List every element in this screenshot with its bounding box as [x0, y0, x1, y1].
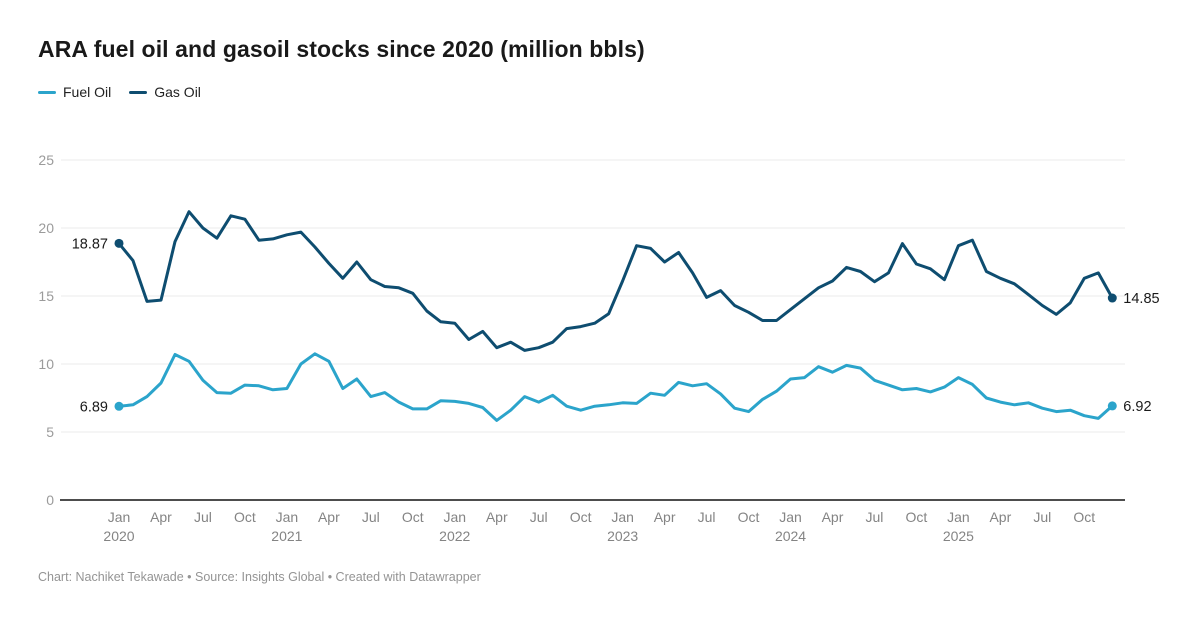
chart-legend: Fuel Oil Gas Oil — [38, 84, 201, 100]
line-chart: 0 5 10 15 20 25 Jan 2020 Apr Jul Oct Jan 2021 Apr Jul O… — [0, 140, 1200, 560]
x-axis-year-label: 2022 — [439, 528, 470, 544]
x-axis-month-label: Apr — [822, 509, 844, 525]
x-axis-year-label: 2025 — [943, 528, 974, 544]
x-axis-month-label: Jan — [276, 509, 299, 525]
legend-label-fuel-oil: Fuel Oil — [63, 84, 112, 100]
y-axis-label-0: 0 — [46, 492, 54, 508]
x-axis-month-label: Jan — [108, 509, 131, 525]
gas-oil-end-value-label: 14.85 — [1123, 291, 1159, 307]
x-axis-year-label: 2024 — [775, 528, 806, 544]
x-axis-month-label: Jul — [194, 509, 212, 525]
fuel-oil-start-dot — [114, 401, 124, 411]
legend-item-fuel-oil: Fuel Oil — [38, 84, 111, 100]
legend-label-gas-oil: Gas Oil — [154, 84, 201, 100]
fuel-oil-start-value-label: 6.89 — [80, 399, 108, 415]
x-axis-month-label: Jul — [362, 509, 380, 525]
fuel-oil-end-dot — [1107, 401, 1117, 411]
legend-item-gas-oil: Gas Oil — [129, 84, 201, 100]
x-axis-month-label: Jul — [698, 509, 716, 525]
x-axis-month-label: Apr — [654, 509, 676, 525]
x-axis-month-label: Apr — [989, 509, 1011, 525]
x-axis-month-label: Apr — [150, 509, 172, 525]
x-axis-month-label: Oct — [738, 509, 760, 525]
x-axis-month-label: Jul — [1033, 509, 1051, 525]
x-axis-month-label: Apr — [318, 509, 340, 525]
y-axis-label-25: 25 — [38, 152, 54, 168]
x-axis-month-label: Oct — [234, 509, 256, 525]
x-axis-month-label: Apr — [486, 509, 508, 525]
attribution-text: Chart: Nachiket Tekawade • Source: Insig… — [38, 570, 481, 584]
gas-oil-end-dot — [1107, 293, 1117, 303]
gas-oil-start-dot — [114, 238, 124, 248]
x-axis-month-label: Oct — [906, 509, 928, 525]
chart-title: ARA fuel oil and gasoil stocks since 202… — [38, 36, 645, 62]
x-axis-month-label: Oct — [402, 509, 424, 525]
gas-oil-start-value-label: 18.87 — [72, 236, 108, 252]
x-axis-month-label: Oct — [570, 509, 592, 525]
x-axis-month-label: Jul — [530, 509, 548, 525]
fuel-oil-swatch-icon — [38, 90, 56, 94]
gas-oil-line — [117, 210, 1114, 352]
x-axis-month-label: Oct — [1073, 509, 1095, 525]
fuel-oil-line — [117, 352, 1114, 422]
fuel-oil-end-value-label: 6.92 — [1123, 399, 1151, 415]
x-axis-month-label: Jul — [866, 509, 884, 525]
y-axis-label-15: 15 — [38, 288, 54, 304]
x-axis-year-label: 2020 — [103, 528, 134, 544]
x-axis-month-label: Jan — [443, 509, 466, 525]
x-axis-year-label: 2023 — [607, 528, 638, 544]
y-axis-label-20: 20 — [38, 220, 54, 236]
gas-oil-swatch-icon — [129, 90, 148, 94]
x-axis-month-label: Jan — [947, 509, 970, 525]
x-axis-year-label: 2021 — [271, 528, 302, 544]
x-axis-month-label: Jan — [779, 509, 802, 525]
x-axis-month-label: Jan — [611, 509, 634, 525]
y-axis-label-10: 10 — [38, 356, 54, 372]
y-axis-label-5: 5 — [46, 424, 54, 440]
